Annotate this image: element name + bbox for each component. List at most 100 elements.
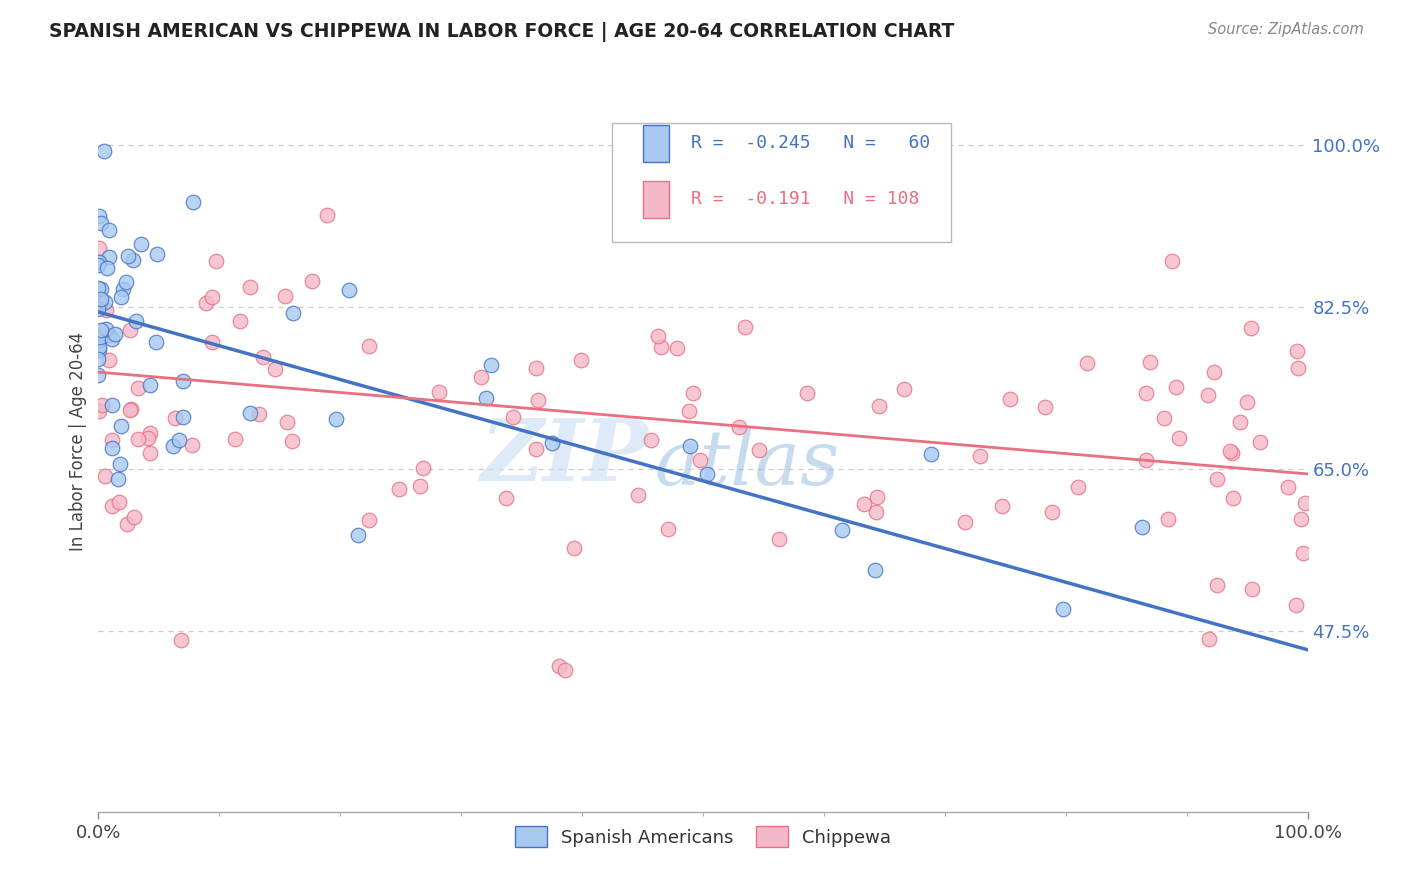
Point [865, 505, 887, 519]
Point [1157, 512, 1180, 526]
Point [1076, 356, 1098, 370]
Point [337, 283, 360, 297]
Point [666, 341, 689, 355]
Point [1139, 354, 1161, 368]
Point [89, 330, 111, 344]
Point [107, 495, 129, 509]
Point [183, 194, 205, 209]
Point [281, 305, 304, 319]
Point [647, 328, 669, 343]
Point [1168, 432, 1191, 446]
Point [90, 216, 112, 230]
Point [1239, 321, 1261, 335]
Text: R =  -0.245   N =   60: R = -0.245 N = 60 [690, 134, 931, 153]
Point [87, 368, 110, 383]
Point [748, 442, 770, 457]
Point [548, 659, 571, 673]
Point [412, 460, 434, 475]
Point [274, 289, 297, 303]
Point [1198, 632, 1220, 647]
Point [1236, 395, 1258, 409]
Point [167, 433, 190, 447]
Point [194, 295, 217, 310]
Point [229, 314, 252, 328]
Point [357, 339, 380, 353]
Point [678, 404, 700, 418]
Point [998, 392, 1021, 407]
Point [388, 482, 411, 496]
Point [87, 301, 110, 316]
Point [117, 250, 139, 264]
Point [90, 282, 112, 296]
Point [1277, 480, 1299, 494]
Point [301, 274, 323, 288]
Point [204, 253, 226, 268]
Point [325, 412, 347, 426]
Point [124, 509, 146, 524]
Point [569, 353, 592, 368]
Point [1160, 253, 1182, 268]
Point [696, 467, 718, 482]
Point [920, 447, 942, 461]
Point [831, 523, 853, 537]
Point [953, 515, 976, 529]
Point [122, 252, 145, 267]
Point [146, 247, 169, 261]
Point [679, 439, 702, 453]
Point [1292, 546, 1315, 560]
Point [96, 302, 118, 317]
Point [91, 398, 114, 412]
Text: ZIP: ZIP [481, 415, 648, 498]
Point [796, 385, 818, 400]
Point [316, 208, 339, 222]
Point [562, 541, 585, 555]
Point [98, 223, 121, 237]
Point [97, 250, 120, 264]
Point [224, 432, 246, 446]
Point [470, 370, 492, 384]
Point [162, 439, 184, 453]
Point [139, 426, 162, 441]
Point [1294, 496, 1316, 510]
Point [87, 281, 110, 295]
FancyBboxPatch shape [613, 123, 950, 242]
Point [1204, 365, 1226, 379]
Point [110, 419, 132, 434]
Point [201, 334, 224, 349]
Point [1130, 520, 1153, 534]
Point [264, 362, 287, 376]
Point [866, 490, 889, 504]
Point [1033, 401, 1056, 415]
Point [1285, 344, 1308, 359]
Point [131, 237, 153, 252]
Point [1040, 505, 1063, 519]
Point [172, 374, 194, 388]
Bar [643, 125, 669, 161]
Point [1066, 479, 1088, 493]
Point [127, 432, 149, 446]
Point [868, 399, 890, 413]
Text: atlas: atlas [655, 426, 839, 500]
Point [280, 434, 302, 448]
Point [100, 441, 122, 455]
Point [1135, 453, 1157, 467]
Point [87, 255, 110, 269]
Point [110, 457, 132, 471]
Point [1153, 410, 1175, 425]
Point [1284, 598, 1306, 612]
Point [554, 663, 576, 677]
Point [247, 408, 270, 422]
Point [1289, 512, 1312, 526]
Point [682, 386, 704, 401]
Point [524, 361, 547, 376]
Point [90, 292, 112, 306]
Point [475, 391, 498, 405]
Point [136, 431, 159, 445]
Point [115, 276, 138, 290]
Point [1198, 388, 1220, 402]
Point [120, 323, 142, 337]
Point [627, 488, 650, 502]
Point [893, 383, 915, 397]
Point [96, 260, 118, 275]
Point [1135, 386, 1157, 401]
